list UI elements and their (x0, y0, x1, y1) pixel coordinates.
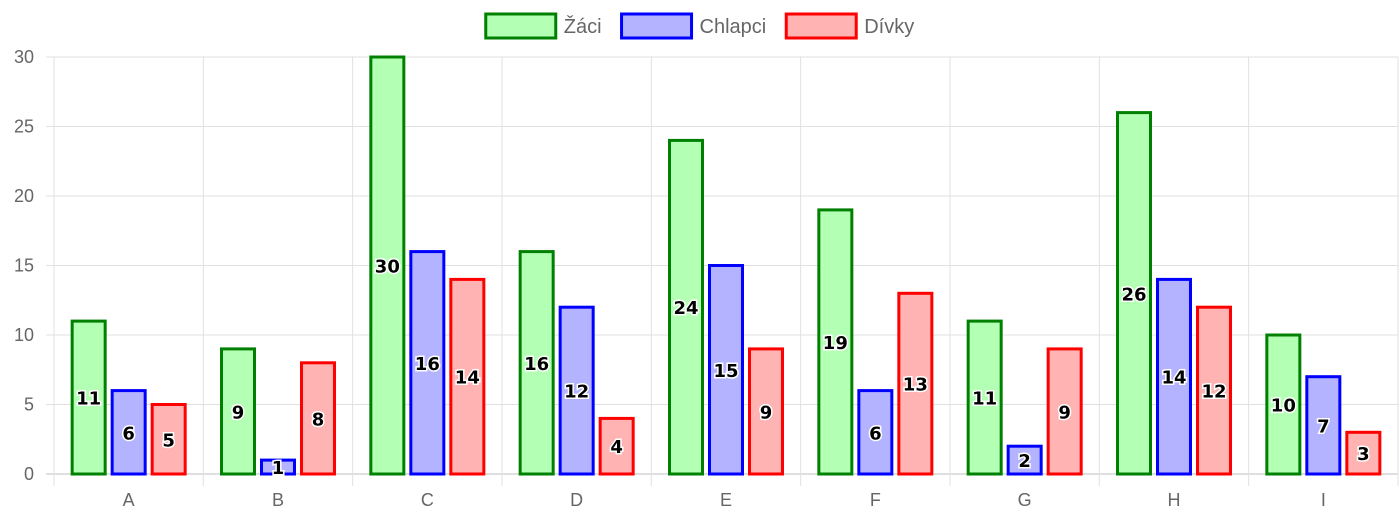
gridlines (46, 56, 1399, 486)
data-label: 14 (1161, 368, 1186, 389)
bar-A-1 (110, 389, 147, 476)
data-label: 16 (524, 354, 549, 375)
bar-H-2 (1196, 305, 1232, 476)
bar-F-2 (897, 291, 934, 476)
bar-D-2 (598, 416, 635, 476)
bar-C-0 (369, 55, 406, 476)
bar-F-1 (857, 389, 894, 476)
bar-E-2 (748, 347, 784, 476)
data-labels: 11 6 5 9 1 8 30 16 14 16 12 4 24 15 9 19 6 13 11 2 9 26 14 12 10… (75, 255, 1371, 481)
legend-label: Žáci (564, 15, 602, 38)
data-label: 14 (455, 368, 480, 389)
data-label: 11 (972, 389, 997, 410)
x-tick-label: B (272, 490, 284, 510)
data-label: 6 (122, 423, 135, 444)
data-label: 19 (823, 333, 848, 354)
legend-label: Dívky (864, 16, 914, 38)
bar-D-0 (518, 250, 555, 476)
bar-B-2 (300, 361, 336, 476)
data-label: 16 (415, 354, 440, 375)
data-label: 12 (564, 382, 589, 403)
bar-H-0 (1116, 111, 1152, 476)
legend-swatch-2 (784, 12, 858, 40)
bar-G-1 (1006, 444, 1043, 476)
data-label: 12 (1201, 382, 1226, 403)
bar-I-2 (1345, 430, 1382, 476)
bar-B-1 (260, 458, 296, 476)
data-label: 11 (76, 389, 101, 410)
data-label: 1 (272, 458, 285, 479)
data-label: 24 (673, 298, 698, 319)
y-tick-label: 0 (24, 464, 34, 484)
bar-E-0 (668, 138, 704, 476)
y-tick-label: 5 (24, 395, 34, 415)
data-label: 7 (1317, 416, 1330, 437)
y-tick-label: 25 (14, 117, 34, 137)
y-tick-label: 30 (14, 47, 34, 67)
bar-F-0 (817, 208, 854, 476)
bar-C-2 (449, 277, 486, 476)
data-label: 30 (375, 257, 400, 278)
bar-B-0 (220, 347, 256, 476)
data-label: 10 (1271, 396, 1296, 417)
legend-label: Chlapci (700, 16, 767, 38)
y-tick-label: 15 (14, 256, 34, 276)
legend: Žáci Chlapci Dívky (484, 12, 914, 40)
x-tick-label: F (870, 490, 881, 510)
data-label: 9 (1058, 402, 1071, 423)
bar-I-1 (1305, 375, 1342, 476)
data-label: 9 (760, 402, 773, 423)
x-tick-label: H (1168, 490, 1181, 510)
data-label: 3 (1357, 444, 1370, 465)
legend-swatch-0 (484, 12, 558, 40)
bar-G-2 (1046, 347, 1083, 476)
bar-G-0 (966, 319, 1003, 476)
bar-D-1 (558, 305, 595, 476)
data-label: 9 (232, 402, 245, 423)
data-label: 2 (1018, 451, 1031, 472)
data-label: 4 (610, 437, 623, 458)
x-tick-label: C (421, 490, 434, 510)
bar-C-1 (409, 250, 446, 476)
data-label: 6 (869, 423, 882, 444)
data-label: 13 (903, 375, 928, 396)
legend-swatch-1 (620, 12, 694, 40)
x-tick-label: I (1321, 490, 1326, 510)
x-tick-label: D (570, 490, 583, 510)
data-label: 5 (162, 430, 175, 451)
bar-A-0 (70, 319, 107, 476)
bar-A-2 (150, 403, 187, 476)
bar-E-1 (708, 264, 744, 476)
bars (70, 55, 1382, 476)
x-tick-label: A (123, 490, 135, 510)
bar-I-0 (1265, 333, 1302, 476)
data-label: 26 (1121, 284, 1146, 305)
bar-H-1 (1156, 277, 1192, 476)
x-tick-label: E (720, 490, 732, 510)
y-tick-label: 10 (14, 325, 34, 345)
data-label: 8 (312, 409, 325, 430)
data-label: 15 (713, 361, 738, 382)
y-tick-label: 20 (14, 186, 34, 206)
x-tick-label: G (1018, 490, 1032, 510)
